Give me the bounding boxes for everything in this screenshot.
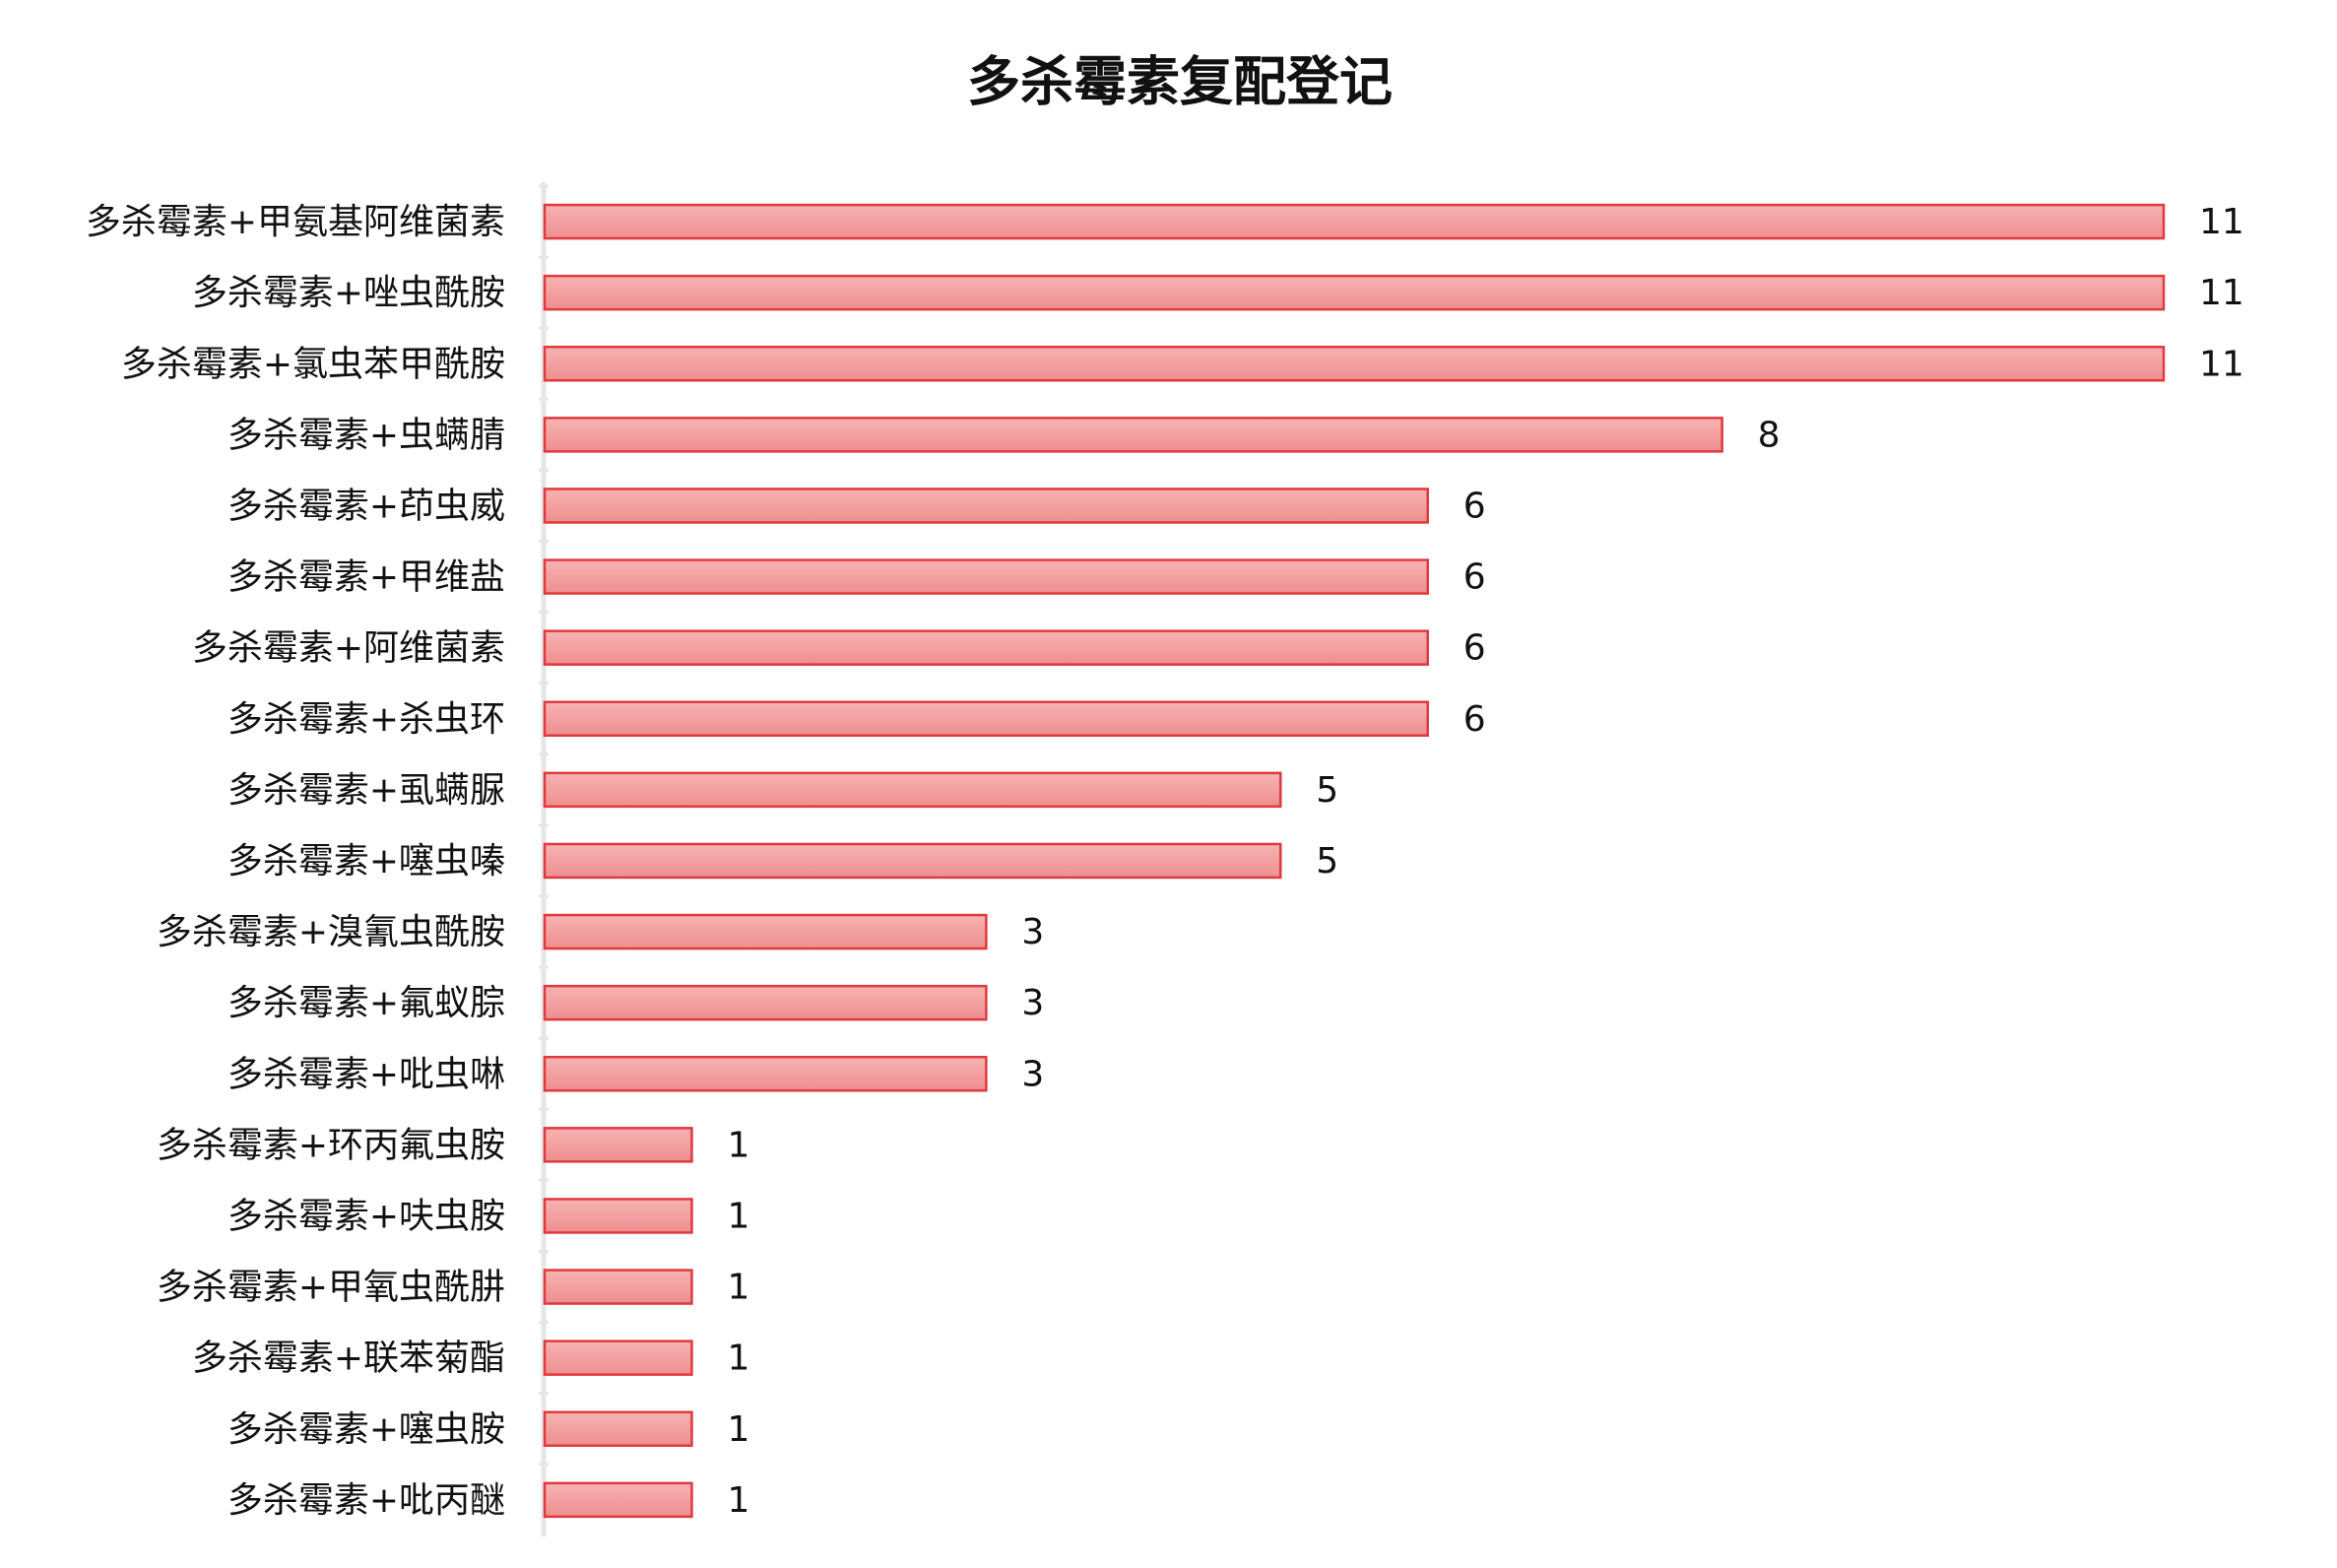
value-label: 6 [1463,699,1486,740]
value-label: 1 [727,1339,749,1379]
bar [543,1056,988,1092]
y-tick-label: 多杀霉素+唑虫酰胺 [192,273,505,313]
y-tick-label: 多杀霉素+呋虫胺 [227,1196,505,1236]
y-tick-label: 多杀霉素+甲氧虫酰肼 [157,1268,505,1308]
y-tick-label: 多杀霉素+甲维盐 [227,557,505,598]
y-tick-label: 多杀霉素+氯虫苯甲酰胺 [121,344,505,384]
y-tick-label: 多杀霉素+杀虫环 [227,699,505,740]
value-label: 6 [1463,557,1486,598]
bar [543,558,1429,595]
bar [543,203,2166,240]
value-label: 5 [1316,770,1338,811]
y-tick-label: 多杀霉素+吡虫啉 [227,1054,505,1094]
bar [543,1339,693,1376]
value-label: 1 [727,1196,749,1236]
value-label: 11 [2199,202,2244,242]
y-tick-label: 多杀霉素+阿维菌素 [192,628,505,669]
y-tick-label: 多杀霉素+噻虫胺 [227,1409,505,1450]
bar [543,1410,693,1447]
y-tick-label: 多杀霉素+虫螨腈 [227,415,505,455]
y-tick-label: 多杀霉素+噻虫嗪 [227,841,505,882]
bar [543,274,2166,311]
y-tick-label: 多杀霉素+虱螨脲 [227,770,505,811]
value-label: 5 [1316,841,1338,882]
bar [543,417,1723,453]
bar [543,984,988,1021]
bar [543,1481,693,1519]
chart-title: 多杀霉素复配登记 [967,51,1393,113]
bar [543,1269,693,1305]
value-label: 1 [727,1480,749,1521]
value-label: 1 [727,1268,749,1308]
bar [543,1127,693,1163]
bar [543,913,988,950]
y-tick-label: 多杀霉素+联苯菊酯 [192,1339,505,1379]
bar [543,842,1282,880]
bar [543,771,1282,809]
y-tick-label: 多杀霉素+溴氰虫酰胺 [157,912,505,952]
value-label: 3 [1021,912,1044,952]
value-label: 6 [1463,486,1486,526]
value-label: 8 [1758,415,1781,455]
y-tick-label: 多杀霉素+茚虫威 [227,486,505,526]
bar [543,700,1429,737]
bar [543,488,1429,524]
value-label: 1 [727,1409,749,1450]
value-label: 11 [2199,273,2244,313]
value-label: 3 [1021,1054,1044,1094]
y-tick-label: 多杀霉素+甲氨基阿维菌素 [86,202,505,242]
bar [543,629,1429,666]
bar [543,346,2166,382]
value-label: 3 [1021,983,1044,1023]
value-label: 11 [2199,344,2244,384]
y-tick-label: 多杀霉素+环丙氟虫胺 [157,1125,505,1165]
value-label: 1 [727,1125,749,1165]
y-tick-label: 多杀霉素+吡丙醚 [227,1480,505,1521]
bar [543,1198,693,1234]
value-label: 6 [1463,628,1486,669]
y-tick-label: 多杀霉素+氟蚁腙 [227,983,505,1023]
